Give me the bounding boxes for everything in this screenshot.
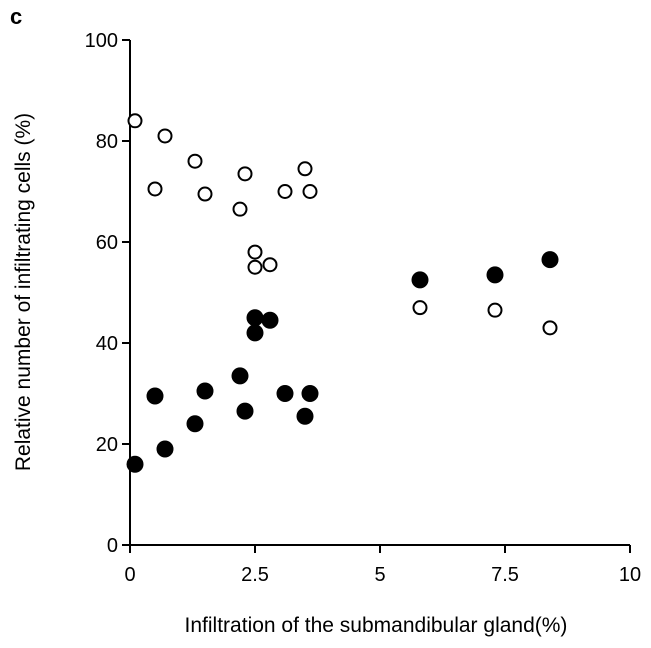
open-point	[297, 161, 313, 177]
open-point	[262, 257, 278, 273]
x-tick-label: 0	[124, 564, 135, 586]
open-point	[412, 300, 428, 316]
open-point	[197, 186, 213, 202]
filled-point	[486, 266, 504, 284]
y-tick-label: 60	[96, 232, 118, 254]
filled-point	[231, 367, 249, 385]
filled-point	[146, 387, 164, 405]
y-tick-label: 20	[96, 434, 118, 456]
y-tick-label: 0	[107, 535, 118, 557]
axes: 0 20 40 60 80 100 0 2.5 5 7.5 10	[85, 30, 642, 586]
filled-point	[246, 324, 264, 342]
filled-point	[246, 309, 264, 327]
filled-point	[261, 311, 279, 329]
open-point	[487, 302, 503, 318]
filled-point	[276, 385, 294, 402]
open-point	[277, 184, 293, 199]
y-tick-label: 80	[96, 131, 118, 153]
open-point	[302, 184, 318, 199]
x-tick-label: 5	[374, 564, 385, 586]
filled-point	[541, 251, 559, 269]
open-point	[237, 166, 253, 182]
open-point	[247, 244, 263, 260]
x-axis-label: Infiltration of the submandibular gland(…	[185, 614, 568, 637]
open-point	[247, 259, 263, 275]
filled-point	[126, 455, 144, 473]
filled-point	[186, 415, 204, 433]
open-point	[157, 128, 173, 144]
filled-point	[296, 407, 314, 425]
x-tick-label: 10	[619, 564, 641, 586]
open-point	[542, 320, 558, 336]
filled-point	[156, 440, 174, 458]
y-tick-label: 40	[96, 333, 118, 355]
filled-point	[236, 402, 254, 420]
open-point	[232, 201, 248, 217]
y-axis-label: Relative number of infiltrating cells (%…	[12, 113, 35, 471]
filled-point	[411, 271, 429, 289]
x-tick-label: 7.5	[491, 564, 519, 586]
filled-point	[196, 382, 214, 400]
open-point	[127, 113, 143, 129]
x-tick-label: 2.5	[241, 564, 269, 586]
data-points	[126, 113, 559, 473]
y-tick-label: 100	[85, 30, 118, 52]
open-point	[147, 181, 163, 197]
panel-label: c	[10, 4, 23, 29]
filled-point	[301, 385, 319, 402]
open-point	[187, 153, 203, 169]
